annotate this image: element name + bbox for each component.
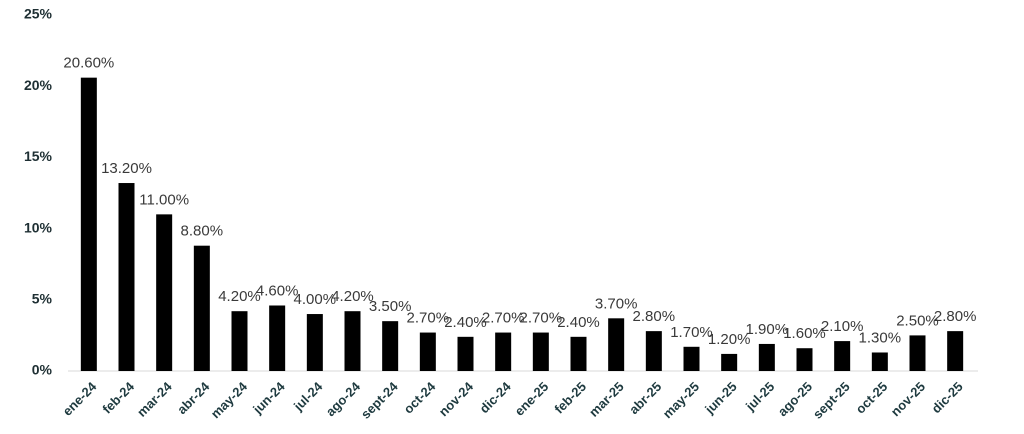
value-label: 2.80% bbox=[934, 308, 977, 325]
value-label: 1.30% bbox=[859, 329, 902, 346]
x-tick-label: jun-24 bbox=[249, 378, 288, 417]
bar bbox=[947, 331, 964, 371]
value-label: 2.10% bbox=[821, 318, 864, 335]
x-tick-label: feb-24 bbox=[99, 378, 137, 416]
bar bbox=[570, 336, 587, 371]
x-tick-label: oct-25 bbox=[853, 379, 891, 417]
bar bbox=[871, 352, 888, 371]
y-tick-label: 25% bbox=[24, 6, 53, 22]
x-tick-label: sept-24 bbox=[358, 378, 401, 421]
x-tick-label: nov-24 bbox=[436, 378, 477, 419]
value-label: 1.20% bbox=[708, 331, 751, 348]
y-tick-label: 10% bbox=[24, 219, 53, 235]
x-tick-label: mar-25 bbox=[586, 379, 627, 420]
bar bbox=[269, 305, 286, 371]
x-tick-label: dic-24 bbox=[477, 378, 515, 416]
value-label: 20.60% bbox=[63, 55, 114, 72]
y-tick-label: 5% bbox=[32, 291, 53, 307]
value-label: 4.60% bbox=[256, 282, 299, 299]
bar bbox=[231, 311, 248, 371]
x-tick-label: may-25 bbox=[660, 379, 702, 421]
bar bbox=[193, 245, 210, 371]
bar bbox=[608, 318, 625, 371]
bar bbox=[306, 314, 323, 371]
value-label: 4.00% bbox=[294, 291, 337, 308]
y-tick-label: 0% bbox=[32, 362, 53, 378]
value-label: 2.80% bbox=[633, 308, 676, 325]
bar bbox=[495, 332, 512, 371]
bar bbox=[532, 332, 549, 371]
bar bbox=[382, 321, 399, 371]
value-label: 2.70% bbox=[407, 310, 450, 327]
x-tick-label: mar-24 bbox=[134, 378, 175, 419]
bar bbox=[118, 183, 135, 371]
bar bbox=[834, 341, 851, 371]
x-tick-label: jun-25 bbox=[701, 379, 739, 417]
value-label: 2.40% bbox=[444, 314, 487, 331]
value-label: 2.40% bbox=[557, 314, 600, 331]
bar bbox=[156, 214, 173, 371]
value-label: 2.70% bbox=[482, 310, 525, 327]
value-label: 1.90% bbox=[746, 321, 789, 338]
y-tick-label: 20% bbox=[24, 77, 53, 93]
bar bbox=[645, 331, 662, 371]
x-tick-label: may-24 bbox=[208, 378, 251, 421]
x-tick-label: feb-25 bbox=[551, 379, 589, 417]
x-tick-label: ago-25 bbox=[775, 379, 815, 419]
y-tick-label: 15% bbox=[24, 148, 53, 164]
x-tick-label: ene-24 bbox=[60, 378, 100, 418]
value-label: 13.20% bbox=[101, 160, 152, 177]
x-tick-label: jul-25 bbox=[742, 379, 777, 414]
x-tick-label: ene-25 bbox=[512, 379, 552, 419]
bar bbox=[796, 348, 813, 371]
x-tick-label: oct-24 bbox=[401, 378, 439, 416]
value-label: 1.60% bbox=[783, 325, 826, 342]
bar bbox=[419, 332, 436, 371]
value-label: 2.50% bbox=[896, 312, 939, 329]
value-label: 4.20% bbox=[218, 288, 261, 305]
value-label: 1.70% bbox=[670, 324, 713, 341]
x-tick-label: nov-25 bbox=[888, 379, 928, 419]
value-label: 2.70% bbox=[520, 310, 563, 327]
bar bbox=[909, 335, 926, 371]
bar bbox=[758, 343, 775, 371]
value-label: 3.70% bbox=[595, 295, 638, 312]
bar bbox=[344, 311, 361, 371]
value-label: 3.50% bbox=[369, 298, 412, 315]
x-tick-label: sept-25 bbox=[810, 379, 853, 422]
bar bbox=[721, 353, 738, 371]
value-label: 8.80% bbox=[181, 223, 224, 240]
x-tick-label: ago-24 bbox=[323, 378, 364, 419]
x-tick-label: jul-24 bbox=[290, 378, 326, 414]
bar bbox=[457, 336, 474, 371]
bar bbox=[80, 77, 97, 371]
bar bbox=[683, 346, 700, 371]
x-tick-label: dic-25 bbox=[929, 379, 966, 416]
value-label: 4.20% bbox=[331, 288, 374, 305]
x-tick-label: abr-25 bbox=[626, 379, 664, 417]
value-label: 11.00% bbox=[139, 191, 189, 208]
